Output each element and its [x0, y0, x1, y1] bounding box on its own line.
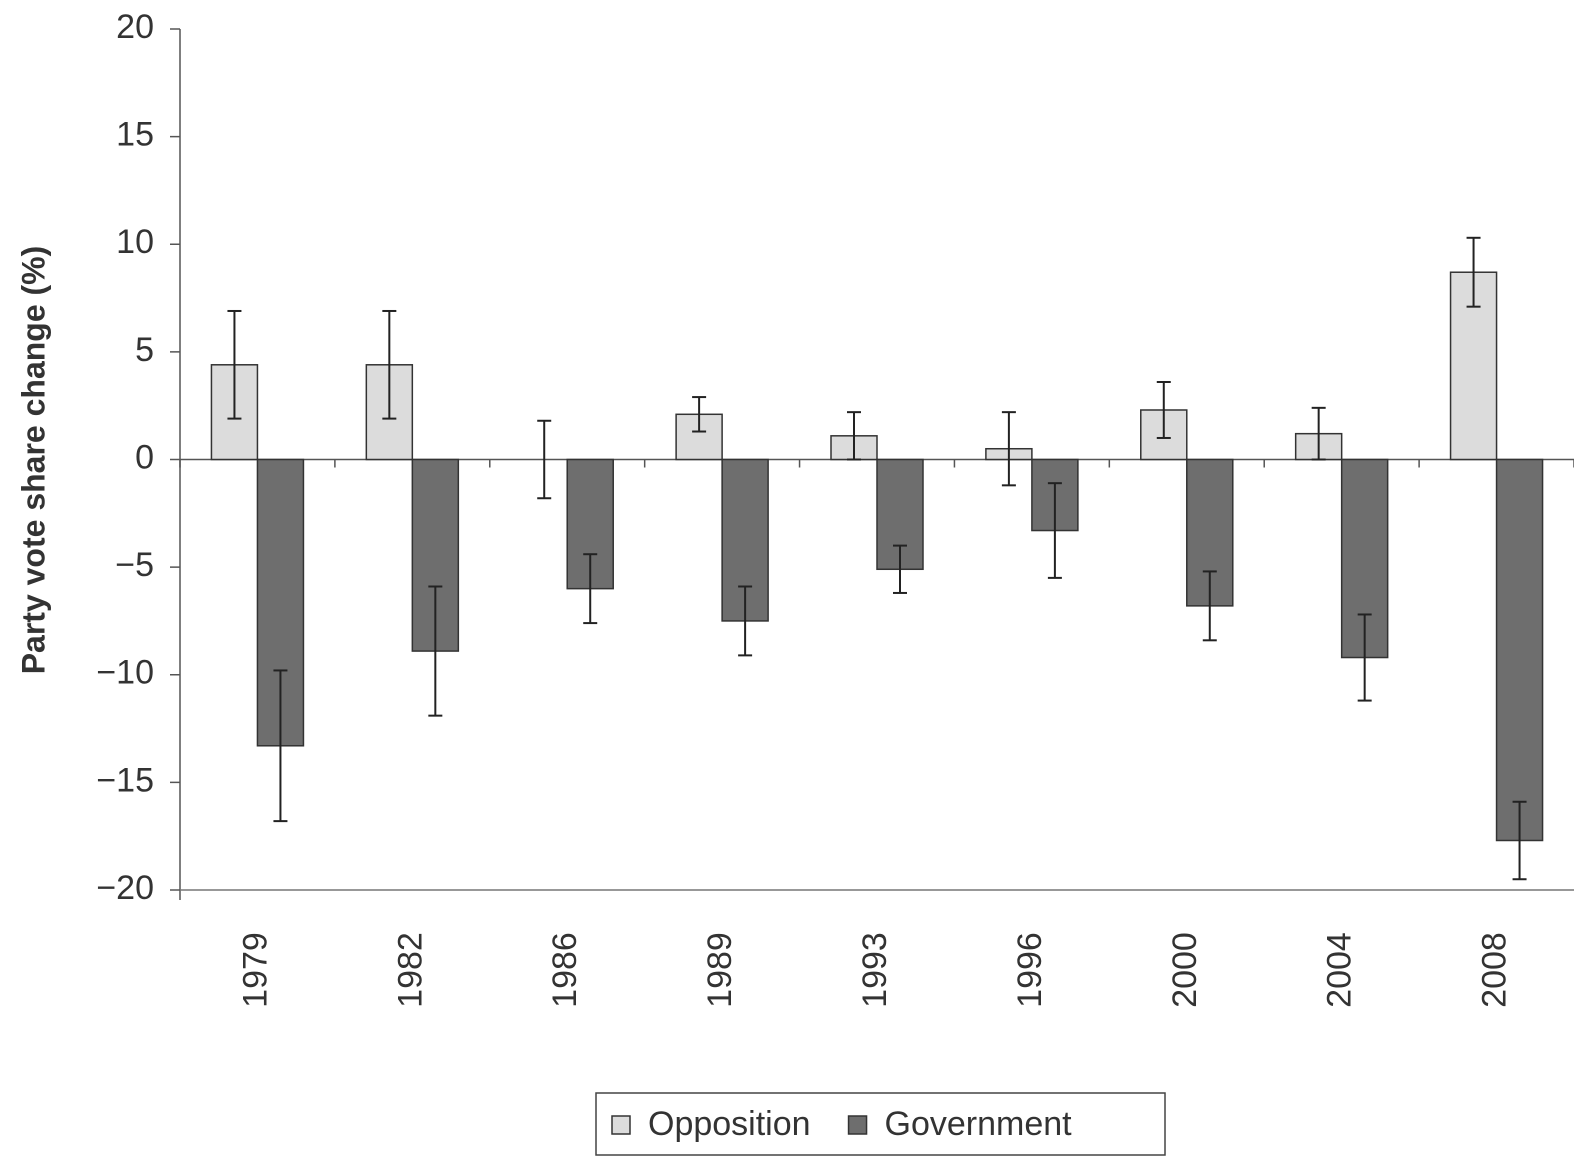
- x-tick-label: 1993: [856, 932, 894, 1008]
- y-tick-label: −5: [115, 546, 154, 584]
- x-tick-label: 2004: [1321, 932, 1359, 1008]
- x-tick-label: 1982: [391, 932, 429, 1008]
- error-bar: [273, 669, 288, 823]
- error-bar: [1357, 613, 1372, 702]
- legend-label: Opposition: [648, 1105, 811, 1143]
- x-tick-label: 1989: [701, 932, 739, 1008]
- bar: [1495, 458, 1544, 842]
- error-bar: [583, 553, 598, 625]
- error-bar: [1466, 236, 1481, 308]
- error-bar: [1512, 800, 1527, 881]
- error-bar: [893, 544, 907, 594]
- error-bar: [227, 309, 242, 420]
- x-tick-label: 2000: [1166, 932, 1204, 1008]
- legend-swatch: [847, 1115, 868, 1135]
- legend-swatch: [611, 1115, 631, 1135]
- error-bar: [1047, 482, 1062, 579]
- error-bar: [692, 396, 707, 433]
- x-tick-label: 2008: [1476, 932, 1514, 1008]
- y-tick-label: 10: [116, 223, 154, 261]
- legend-box: [595, 1092, 1166, 1156]
- error-bar: [428, 585, 443, 717]
- y-tick-label: −15: [96, 761, 154, 799]
- x-tick-label: 1986: [546, 932, 584, 1008]
- y-tick-label: −20: [96, 869, 154, 907]
- error-bar: [1311, 406, 1326, 461]
- y-tick-label: −10: [96, 654, 154, 692]
- error-bar: [1156, 381, 1171, 439]
- error-bar: [1001, 411, 1016, 487]
- y-axis-label: Party vote share change (%): [15, 246, 51, 675]
- y-tick-label: 5: [135, 331, 154, 369]
- error-bar: [847, 411, 861, 461]
- y-tick-label: 20: [116, 8, 154, 46]
- y-tick-label: 15: [116, 116, 154, 154]
- error-bar: [537, 419, 552, 500]
- y-tick-label: 0: [135, 438, 154, 476]
- x-tick-label: 1979: [236, 932, 274, 1008]
- legend-label: Government: [885, 1105, 1073, 1143]
- error-bar: [1202, 570, 1217, 642]
- error-bar: [738, 585, 753, 657]
- legend: Opposition Government: [595, 1092, 1166, 1156]
- error-bar: [382, 309, 397, 420]
- x-tick-label: 1996: [1011, 932, 1049, 1008]
